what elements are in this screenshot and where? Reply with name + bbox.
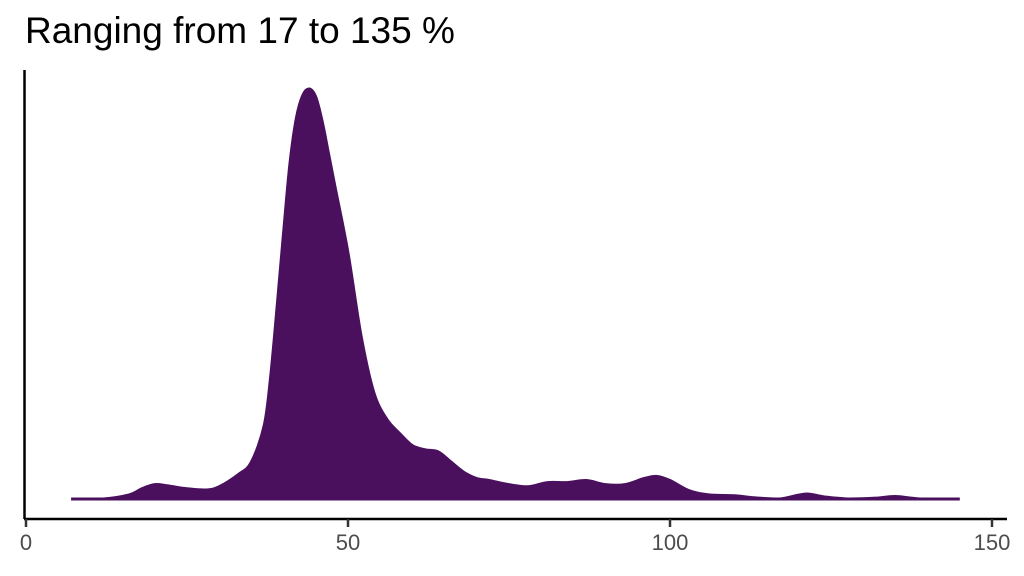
x-tick-label: 50 xyxy=(335,530,361,555)
x-tick-label: 0 xyxy=(19,530,33,555)
x-axis-ticks xyxy=(24,519,994,527)
x-tick-label: 150 xyxy=(973,530,1011,555)
chart-title: Ranging from 17 to 135 % xyxy=(25,10,455,51)
density-area xyxy=(71,87,960,501)
x-tick-label: 100 xyxy=(651,530,689,555)
